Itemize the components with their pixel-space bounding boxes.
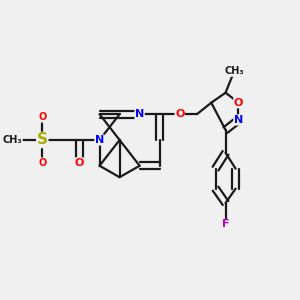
Text: S: S [37,133,48,148]
Text: F: F [222,220,229,230]
Text: O: O [175,109,184,119]
Text: O: O [234,98,243,108]
Text: O: O [38,158,46,168]
Text: CH₃: CH₃ [3,135,22,145]
Text: O: O [38,112,46,122]
Text: N: N [234,115,243,125]
Text: O: O [75,158,84,168]
Text: N: N [95,135,104,145]
Text: CH₃: CH₃ [224,66,244,76]
Text: N: N [135,109,144,119]
